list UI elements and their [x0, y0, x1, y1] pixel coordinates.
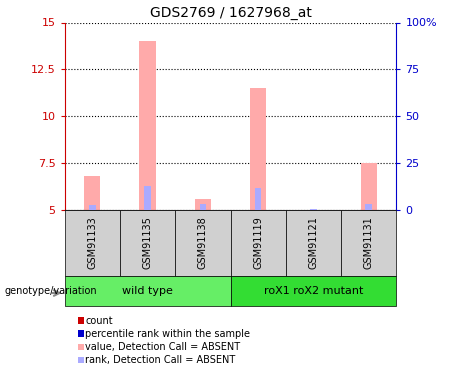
Bar — [89, 206, 95, 210]
Bar — [230, 276, 396, 306]
Text: GSM91133: GSM91133 — [87, 216, 97, 269]
Bar — [175, 210, 230, 276]
Bar — [255, 188, 261, 210]
Text: percentile rank within the sample: percentile rank within the sample — [85, 329, 250, 339]
Bar — [195, 199, 211, 210]
Text: value, Detection Call = ABSENT: value, Detection Call = ABSENT — [85, 342, 240, 352]
Bar — [84, 176, 100, 210]
Text: genotype/variation: genotype/variation — [5, 286, 97, 296]
Text: GSM91135: GSM91135 — [142, 216, 153, 269]
Bar — [200, 204, 206, 210]
Text: GSM91119: GSM91119 — [253, 216, 263, 269]
Text: rank, Detection Call = ABSENT: rank, Detection Call = ABSENT — [85, 355, 235, 365]
Bar — [310, 209, 317, 210]
Bar — [120, 210, 175, 276]
Text: GSM91131: GSM91131 — [364, 216, 374, 269]
Bar — [286, 210, 341, 276]
Bar — [250, 88, 266, 210]
Bar — [65, 276, 230, 306]
Text: roX1 roX2 mutant: roX1 roX2 mutant — [264, 286, 363, 296]
Bar — [139, 41, 156, 210]
Text: GSM91121: GSM91121 — [308, 216, 319, 269]
Bar — [366, 204, 372, 210]
Text: wild type: wild type — [122, 286, 173, 296]
Title: GDS2769 / 1627968_at: GDS2769 / 1627968_at — [149, 6, 312, 20]
Text: count: count — [85, 316, 112, 326]
Bar — [65, 210, 120, 276]
Bar — [361, 163, 377, 210]
Bar — [144, 186, 151, 210]
Bar — [341, 210, 396, 276]
Bar — [230, 210, 286, 276]
Text: GSM91138: GSM91138 — [198, 216, 208, 269]
